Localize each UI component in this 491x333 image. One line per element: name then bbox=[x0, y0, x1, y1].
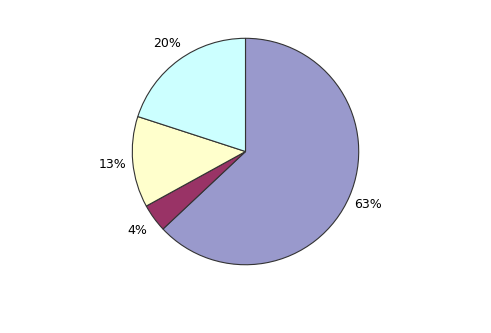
Text: 20%: 20% bbox=[153, 37, 181, 50]
Text: 13%: 13% bbox=[99, 158, 126, 170]
Text: 63%: 63% bbox=[354, 198, 382, 211]
Text: 4%: 4% bbox=[128, 223, 147, 236]
Wedge shape bbox=[138, 38, 246, 152]
Wedge shape bbox=[163, 38, 359, 265]
Wedge shape bbox=[132, 117, 246, 206]
Wedge shape bbox=[146, 152, 246, 229]
